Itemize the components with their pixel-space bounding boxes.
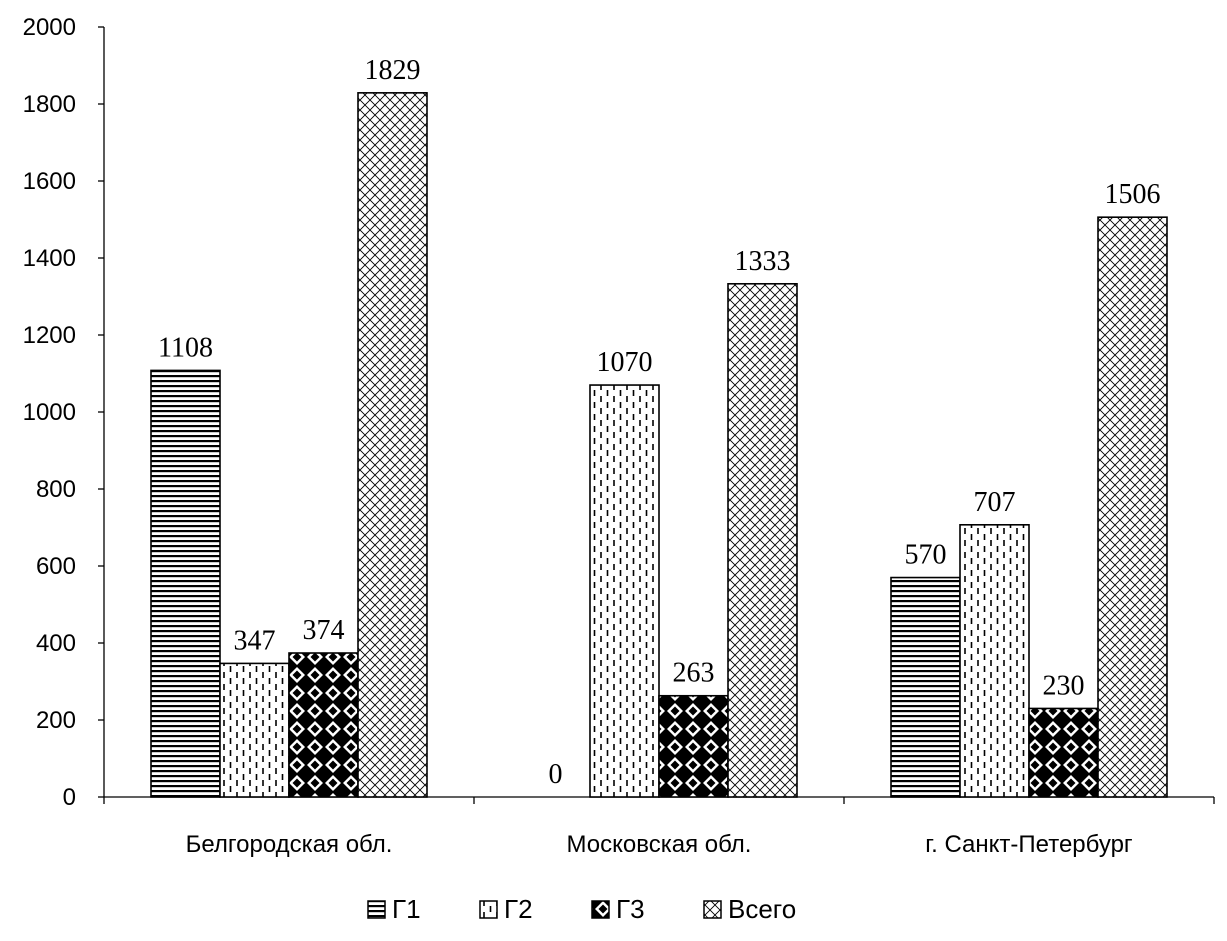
- bar-г1-белгородская-обл: [150, 369, 221, 798]
- bar-всего-московская-обл: [727, 282, 798, 798]
- bar-г2-московская-обл: [589, 384, 660, 798]
- y-tick-label: 600: [36, 553, 76, 580]
- y-tick-label: 200: [36, 707, 76, 734]
- bar-всего-белгородская-обл: [357, 92, 428, 798]
- bars: [150, 92, 1168, 798]
- y-axis: 0 200 400 600 800 1000 1200 1400 1600 1800 2000: [23, 14, 105, 811]
- x-tick-label-белгородская-обл: Белгородская обл.: [186, 831, 393, 858]
- data-label-г1-г-санкт-петербург: 570: [905, 540, 947, 571]
- y-tick-label: 1800: [23, 91, 76, 118]
- data-label-всего-московская-обл: 1333: [735, 246, 791, 277]
- bar-г2-г-санкт-петербург: [959, 524, 1030, 798]
- x-tick-label-г-санкт-петербург: г. Санкт-Петербург: [925, 831, 1133, 858]
- legend-swatch-г3: [591, 900, 610, 919]
- bar-г1-г-санкт-петербург: [890, 576, 961, 798]
- data-label-г3-белгородская-обл: 374: [303, 615, 345, 646]
- data-label-г2-г-санкт-петербург: 707: [974, 487, 1016, 518]
- bar-г3-московская-обл: [658, 694, 729, 798]
- data-label-г2-белгородская-обл: 347: [234, 625, 276, 656]
- y-tick-label: 800: [36, 476, 76, 503]
- legend-swatch-г1: [367, 900, 386, 919]
- legend-label-г3: Г3: [616, 894, 645, 924]
- y-tick-label: 400: [36, 630, 76, 657]
- data-label-г3-московская-обл: 263: [673, 658, 715, 689]
- x-tick-label-московская-обл: Московская обл.: [567, 831, 752, 858]
- data-label-всего-белгородская-обл: 1829: [365, 55, 421, 86]
- legend: Г1 Г2 Г3 Всего: [367, 894, 796, 924]
- y-tick-label: 1200: [23, 322, 76, 349]
- data-label-г1-белгородская-обл: 1108: [158, 332, 213, 363]
- y-tick-label: 2000: [23, 14, 76, 41]
- bar-г3-белгородская-обл: [288, 652, 359, 798]
- y-tick-label: 0: [63, 784, 76, 811]
- y-tick-label: 1600: [23, 168, 76, 195]
- y-tick-label: 1400: [23, 245, 76, 272]
- bar-всего-г-санкт-петербург: [1097, 216, 1168, 798]
- legend-swatch-г2: [479, 900, 498, 919]
- legend-label-г2: Г2: [504, 894, 533, 924]
- data-label-г2-московская-обл: 1070: [597, 347, 653, 378]
- bar-г2-белгородская-обл: [219, 662, 290, 798]
- x-axis: Белгородская обл. Московская обл. г. Санкт…: [103, 796, 1215, 858]
- data-label-всего-г-санкт-петербург: 1506: [1105, 179, 1161, 210]
- data-label-г3-г-санкт-петербург: 230: [1043, 670, 1085, 701]
- data-labels: 1108 347 374 1829 0 1070 263 1333 570 707 230 1506: [158, 55, 1160, 790]
- legend-swatch-всего: [703, 900, 722, 919]
- legend-label-г1: Г1: [392, 894, 421, 924]
- bar-г3-г-санкт-петербург: [1028, 707, 1099, 798]
- y-tick-label: 1000: [23, 399, 76, 426]
- legend-label-всего: Всего: [728, 894, 796, 924]
- data-label-г1-московская-обл: 0: [549, 759, 563, 790]
